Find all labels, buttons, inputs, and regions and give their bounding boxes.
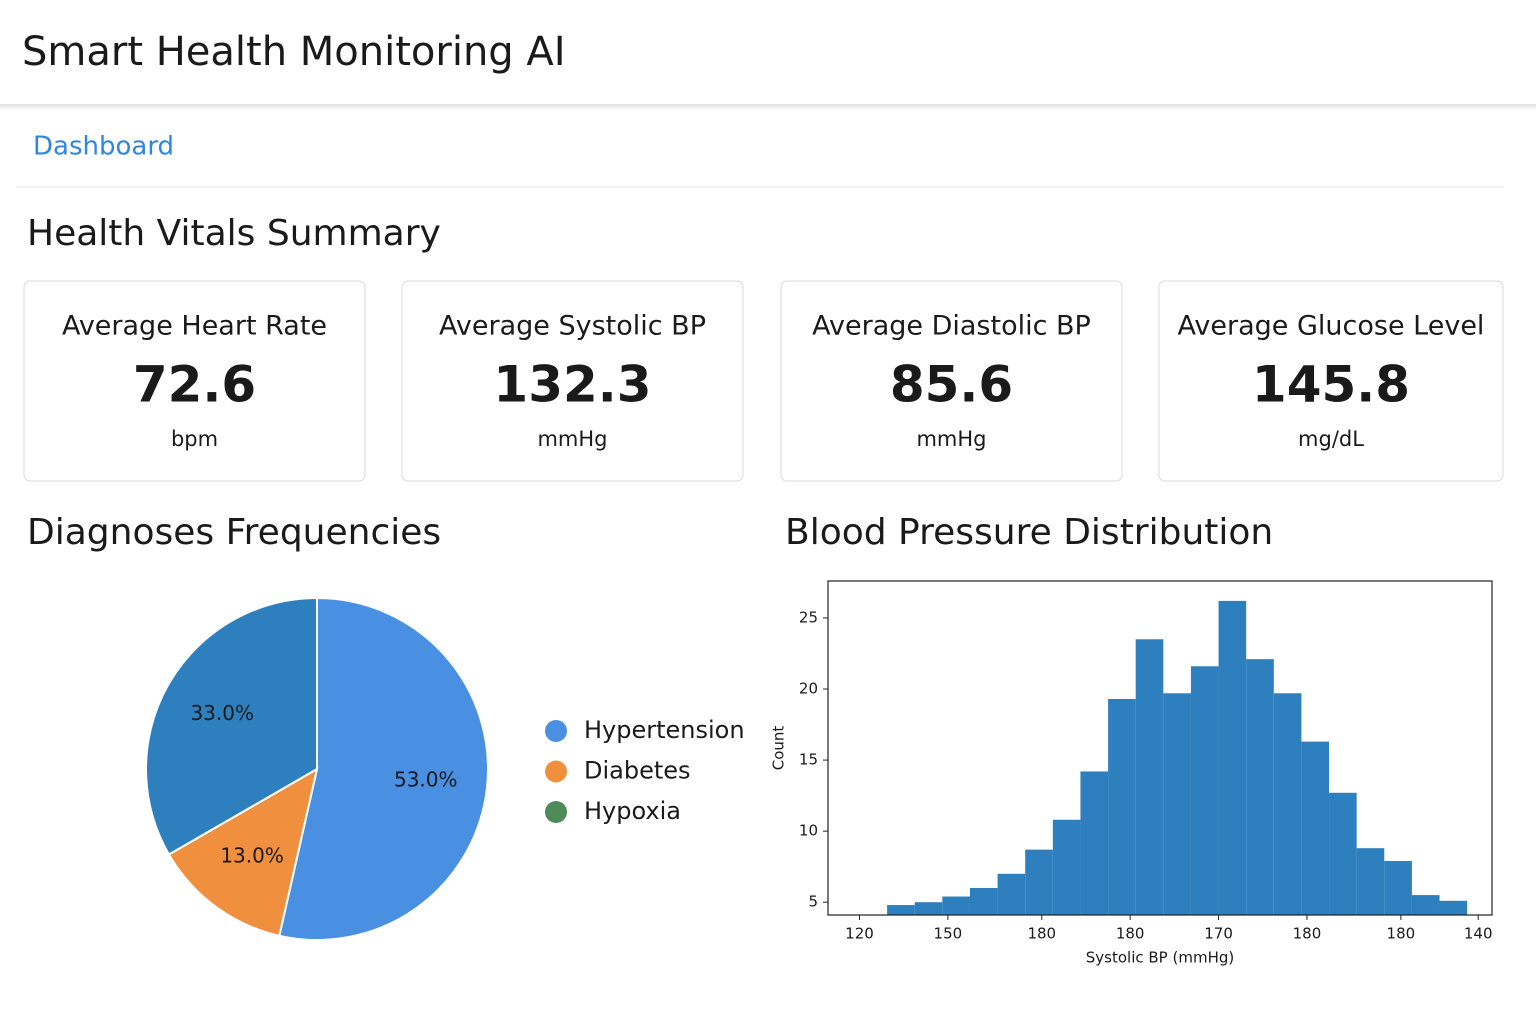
vital-card: [23, 280, 366, 482]
vital-card: [401, 280, 744, 482]
section-title: Blood Pressure Distribution: [785, 512, 1273, 553]
histogram-bar: [1025, 849, 1053, 915]
y-tick-label: 10: [799, 822, 818, 840]
slice-label: 53.0%: [394, 768, 458, 792]
histogram-bar: [942, 896, 970, 915]
x-tick-label: 150: [934, 925, 963, 943]
histogram-bar: [914, 902, 943, 915]
x-tick-label: 180: [1116, 925, 1145, 943]
histogram-bar: [1439, 900, 1468, 915]
card-label: Average Heart Rate: [62, 311, 327, 342]
card-label: Average Systolic BP: [439, 311, 706, 342]
legend-label: Diabetes: [584, 757, 691, 785]
x-tick-label: 170: [1204, 925, 1233, 943]
histogram-bar: [1411, 895, 1440, 915]
y-tick-label: 25: [799, 608, 818, 626]
pie-slice: [145, 596, 318, 856]
app-title: Smart Health Monitoring AI: [22, 29, 566, 75]
histogram-bar: [969, 887, 998, 915]
y-tick-label: 20: [799, 680, 818, 698]
card-unit: bpm: [171, 427, 218, 451]
histogram-bar: [997, 873, 1026, 915]
card-label: Average Glucose Level: [1178, 311, 1485, 342]
histogram-bar: [1246, 659, 1274, 915]
x-axis-label: Systolic BP (mmHg): [1086, 949, 1234, 967]
pie-slice: [167, 766, 319, 937]
histogram-bar: [1190, 666, 1219, 915]
card-unit: mmHg: [916, 427, 986, 451]
plot-frame: [827, 580, 1493, 916]
card-value: 85.6: [890, 356, 1013, 414]
card-value: 145.8: [1252, 356, 1410, 414]
card-label: Average Diastolic BP: [812, 311, 1091, 342]
legend-label: Hypertension: [584, 716, 745, 744]
nav-link[interactable]: Dashboard: [33, 132, 174, 162]
histogram-bar: [1108, 698, 1136, 915]
card-unit: mg/dL: [1298, 427, 1364, 451]
section-title: Health Vitals Summary: [27, 213, 441, 254]
y-tick-label: 15: [799, 751, 818, 769]
histogram-bar: [1080, 771, 1109, 915]
legend-label: Hypoxia: [584, 797, 681, 825]
pie-slice: [278, 596, 489, 941]
legend-marker: [545, 760, 567, 783]
header-shadow: [0, 104, 1536, 110]
legend-marker: [545, 720, 567, 742]
histogram-bar: [1356, 848, 1385, 915]
x-tick-label: 180: [1387, 925, 1416, 943]
histogram-bar: [1301, 741, 1330, 915]
slice-label: 13.0%: [220, 844, 284, 868]
card-value: 72.6: [133, 356, 256, 414]
histogram-bar: [1329, 792, 1357, 915]
card-value: 132.3: [493, 356, 651, 414]
x-tick-label: 120: [845, 925, 874, 943]
vital-card: [780, 280, 1123, 482]
histogram-bar: [1135, 639, 1164, 915]
y-axis-label: Count: [770, 726, 788, 771]
histogram-bar: [1273, 693, 1302, 915]
x-tick-label: 140: [1464, 925, 1493, 943]
card-unit: mmHg: [537, 427, 607, 451]
y-tick-label: 5: [808, 893, 818, 911]
section-title: Diagnoses Frequencies: [27, 512, 441, 553]
histogram-bar: [1384, 860, 1412, 915]
histogram-bar: [1163, 693, 1191, 915]
vital-card: [1158, 280, 1504, 482]
legend-marker: [545, 801, 567, 823]
slice-label: 33.0%: [190, 701, 254, 725]
x-tick-label: 180: [1027, 925, 1056, 943]
histogram-bar: [1218, 600, 1247, 915]
histogram-bar: [887, 905, 915, 915]
histogram-bar: [1052, 819, 1081, 915]
x-tick-label: 180: [1293, 925, 1322, 943]
